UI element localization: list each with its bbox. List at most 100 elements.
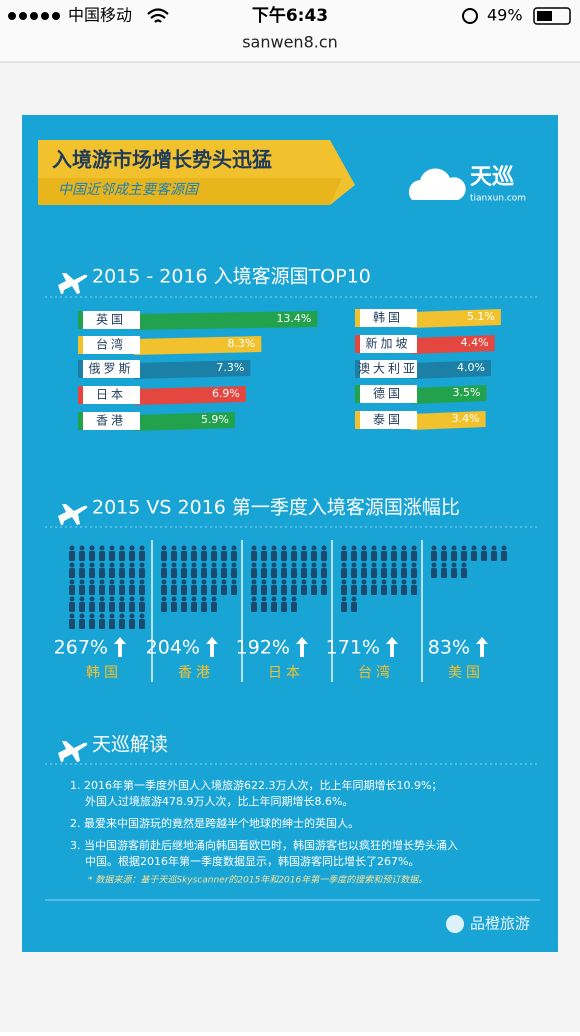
- value-label: 5.1%: [467, 310, 495, 323]
- person-icon: [251, 568, 257, 578]
- person-icon: [271, 596, 277, 602]
- person-icon: [119, 619, 125, 629]
- person-icon: [221, 551, 227, 561]
- person-icon: [171, 568, 177, 578]
- url[interactable]: sanwen8.cn: [242, 33, 338, 52]
- person-icon: [161, 562, 167, 568]
- person-icon: [271, 579, 277, 585]
- label-box: [355, 335, 417, 353]
- person-icon: [119, 613, 125, 619]
- person-icon: [171, 602, 177, 612]
- person-icon: [381, 585, 387, 595]
- person-icon: [201, 585, 207, 595]
- person-icon: [191, 568, 197, 578]
- person-icon: [411, 568, 417, 578]
- person-icon: [79, 579, 85, 585]
- person-icon: [129, 579, 135, 585]
- value-label: 13.4%: [276, 312, 311, 325]
- person-icon: [69, 545, 75, 551]
- label-stripe: [78, 336, 83, 354]
- person-icon: [191, 602, 197, 612]
- growth-country: 台湾: [358, 664, 394, 681]
- person-icon: [271, 562, 277, 568]
- label-stripe: [355, 411, 360, 429]
- banner-strip: [38, 178, 342, 205]
- person-icon: [371, 551, 377, 561]
- person-icon: [411, 562, 417, 568]
- person-icon: [171, 545, 177, 551]
- person-icon: [321, 579, 327, 585]
- person-icon: [341, 596, 347, 602]
- person-icon: [139, 545, 145, 551]
- carrier: 中国移动: [68, 6, 132, 25]
- person-icon: [181, 579, 187, 585]
- person-icon: [281, 568, 287, 578]
- section-title: 天巡解读: [92, 734, 168, 756]
- person-icon: [221, 562, 227, 568]
- person-icon: [69, 596, 75, 602]
- growth-value: 267%: [54, 637, 108, 659]
- person-icon: [351, 602, 357, 612]
- growth-value: 204%: [146, 637, 200, 659]
- person-icon: [231, 585, 237, 595]
- person-icon: [99, 619, 105, 629]
- person-icon: [431, 562, 437, 568]
- label-stripe: [355, 309, 360, 327]
- person-icon: [311, 585, 317, 595]
- up-arrow: [206, 637, 218, 657]
- person-icon: [351, 551, 357, 561]
- person-icon: [139, 613, 145, 619]
- person-icon: [311, 568, 317, 578]
- lock-icon: [462, 8, 478, 24]
- person-icon: [391, 579, 397, 585]
- person-icon: [139, 619, 145, 629]
- person-icon: [109, 579, 115, 585]
- header-title: 入境游市场增长势头迅猛: [52, 148, 272, 172]
- value-label: 3.5%: [453, 386, 481, 399]
- label-stripe: [78, 386, 83, 404]
- person-icon: [211, 568, 217, 578]
- person-icon: [391, 568, 397, 578]
- person-icon: [271, 585, 277, 595]
- person-icon: [79, 619, 85, 629]
- person-icon: [231, 562, 237, 568]
- reading-text: 2. 最爱来中国游玩的竟然是跨越半个地球的绅士的英国人。: [70, 816, 359, 830]
- person-icon: [221, 568, 227, 578]
- time: 下午6:43: [252, 5, 328, 26]
- person-icon: [251, 551, 257, 561]
- person-icon: [501, 551, 507, 561]
- person-icon: [261, 602, 267, 612]
- growth-country: 香港: [178, 665, 214, 681]
- bar: [134, 412, 235, 431]
- person-icon: [171, 585, 177, 595]
- person-icon: [381, 545, 387, 551]
- person-icon: [311, 579, 317, 585]
- person-icon: [99, 568, 105, 578]
- person-icon: [291, 562, 297, 568]
- person-icon: [401, 551, 407, 561]
- person-icon: [109, 619, 115, 629]
- person-icon: [291, 585, 297, 595]
- person-icon: [441, 562, 447, 568]
- person-icon: [201, 602, 207, 612]
- person-icon: [321, 551, 327, 561]
- person-icon: [251, 562, 257, 568]
- person-icon: [361, 562, 367, 568]
- person-icon: [321, 585, 327, 595]
- person-icon: [301, 568, 307, 578]
- person-icon: [371, 562, 377, 568]
- bar: [411, 309, 501, 328]
- person-icon: [251, 545, 257, 551]
- person-icon: [361, 585, 367, 595]
- person-icon: [119, 585, 125, 595]
- person-icon: [391, 551, 397, 561]
- person-icon: [129, 551, 135, 561]
- person-icon: [281, 551, 287, 561]
- person-icon: [79, 568, 85, 578]
- person-icon: [431, 545, 437, 551]
- person-icon: [291, 579, 297, 585]
- person-icon: [79, 596, 85, 602]
- person-icon: [451, 568, 457, 578]
